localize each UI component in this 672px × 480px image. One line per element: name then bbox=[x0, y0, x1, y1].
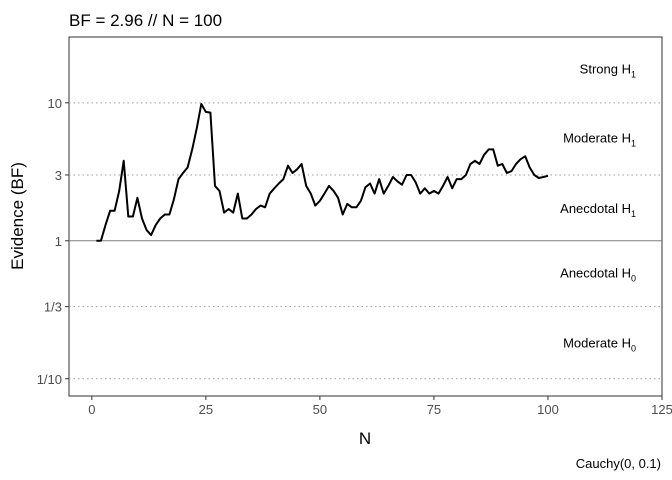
x-tick-label: 50 bbox=[313, 402, 327, 417]
x-tick-label: 25 bbox=[199, 402, 213, 417]
x-tick-label: 0 bbox=[88, 402, 95, 417]
y-axis: 1/10 1/3 1 3 10 bbox=[37, 96, 69, 387]
region-label: Moderate H1 bbox=[563, 131, 636, 149]
x-tick-label: 100 bbox=[537, 402, 559, 417]
region-label: Anecdotal H0 bbox=[560, 265, 636, 283]
prior-caption: Cauchy(0, 0.1) bbox=[576, 456, 661, 471]
bf-series-line bbox=[96, 103, 549, 242]
region-label: Strong H1 bbox=[580, 61, 636, 79]
x-tick-label: 75 bbox=[427, 402, 441, 417]
region-label: Moderate H0 bbox=[563, 336, 636, 354]
x-axis-label: N bbox=[359, 429, 371, 448]
y-axis-label: Evidence (BF) bbox=[8, 162, 27, 270]
plot-panel bbox=[68, 36, 663, 397]
y-tick-label: 1/10 bbox=[37, 372, 62, 387]
x-axis: 0 25 50 75 100 125 bbox=[88, 396, 672, 417]
chart-title: BF = 2.96 // N = 100 bbox=[69, 11, 222, 30]
x-tick-label: 125 bbox=[651, 402, 672, 417]
region-labels: Strong H1 Moderate H1 Anecdotal H1 Anecdota… bbox=[560, 61, 636, 353]
region-label: Anecdotal H1 bbox=[560, 201, 636, 219]
y-tick-label: 1 bbox=[55, 234, 62, 249]
reference-lines bbox=[69, 102, 662, 380]
y-tick-label: 3 bbox=[55, 168, 62, 183]
y-tick-label: 10 bbox=[48, 96, 62, 111]
y-tick-label: 1/3 bbox=[44, 300, 62, 315]
